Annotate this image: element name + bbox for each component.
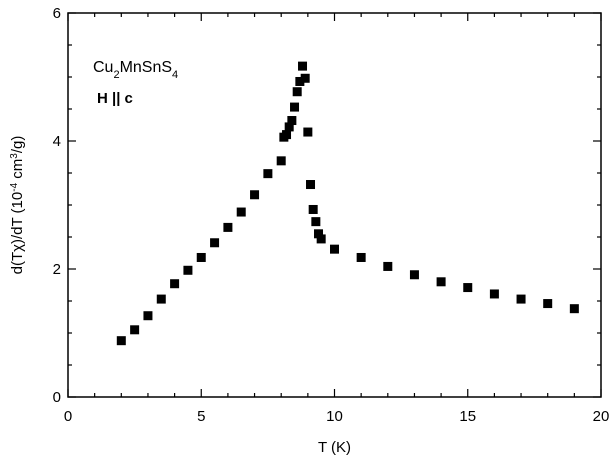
text-part: 4 <box>172 69 178 81</box>
text-part: d(T <box>9 252 26 275</box>
data-point <box>236 207 246 217</box>
data-point <box>250 190 260 200</box>
data-point <box>276 156 286 166</box>
data-point <box>130 325 140 335</box>
text-part: Cu <box>93 59 113 76</box>
data-point <box>409 270 419 280</box>
data-point <box>210 238 220 248</box>
y-tick-label: 2 <box>53 261 61 278</box>
data-point <box>463 283 473 293</box>
text-part: 3 <box>9 153 20 159</box>
compound-annotation: Cu2MnSnS4 <box>93 59 178 81</box>
data-point <box>308 204 318 214</box>
axis-tick-labels: 0 5 10 15 20 0 2 4 6 <box>53 5 610 425</box>
data-point <box>287 116 297 126</box>
text-part: χ <box>9 244 26 252</box>
data-point <box>306 180 316 190</box>
data-point <box>290 102 300 112</box>
x-tick-label: 5 <box>197 408 205 425</box>
data-point <box>543 299 553 309</box>
data-point <box>436 277 446 287</box>
data-point <box>295 76 305 86</box>
text-part: -4 <box>9 182 20 191</box>
data-point <box>311 217 321 227</box>
data-point <box>314 229 324 239</box>
x-axis-label: T (K) <box>318 439 351 456</box>
text-part: MnSnS <box>120 59 172 76</box>
text-part: cm <box>9 159 26 183</box>
x-tick-label: 0 <box>64 408 72 425</box>
text-part: /g) <box>9 136 26 154</box>
y-axis-label: d(Tχ)/dT (10-4 cm3/g) <box>9 136 27 275</box>
data-point <box>223 222 233 232</box>
data-point <box>298 61 308 71</box>
text-part: )/dT (10 <box>9 192 26 244</box>
data-point <box>263 169 273 179</box>
x-tick-label: 20 <box>593 408 610 425</box>
data-point <box>300 73 310 83</box>
data-point <box>183 265 193 275</box>
data-point <box>292 87 302 97</box>
data-point <box>196 252 206 262</box>
data-point <box>516 294 526 304</box>
field-annotation: H || c <box>97 90 133 107</box>
data-point <box>170 279 180 289</box>
data-point <box>282 130 292 140</box>
data-point <box>330 244 339 254</box>
data-point <box>569 304 579 314</box>
y-tick-label: 4 <box>53 133 61 150</box>
x-tick-label: 15 <box>459 408 476 425</box>
text-part: 2 <box>113 69 119 81</box>
axis-ticks <box>67 12 602 398</box>
data-point <box>489 289 499 299</box>
data-point <box>116 336 126 346</box>
data-point <box>356 252 366 262</box>
data-point <box>303 127 313 137</box>
data-point <box>383 261 393 271</box>
y-tick-label: 6 <box>53 5 61 22</box>
data-points <box>116 61 579 346</box>
x-tick-label: 10 <box>326 408 343 425</box>
data-point <box>143 311 153 321</box>
data-point <box>316 234 326 244</box>
data-point <box>284 122 294 132</box>
y-tick-label: 0 <box>53 389 61 406</box>
data-point <box>156 294 166 304</box>
